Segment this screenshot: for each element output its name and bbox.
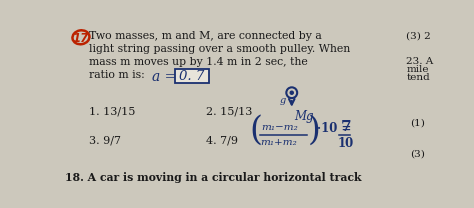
Text: m₁+m₂: m₁+m₂ <box>260 138 297 147</box>
Text: 2. 15/13: 2. 15/13 <box>207 106 253 116</box>
Text: 10: 10 <box>337 137 354 150</box>
Text: 3. 9/7: 3. 9/7 <box>89 135 121 145</box>
Text: ): ) <box>307 115 320 147</box>
Text: Mg: Mg <box>294 110 314 123</box>
Text: 7: 7 <box>341 120 351 134</box>
Text: (3) 2: (3) 2 <box>406 31 431 40</box>
Text: tend: tend <box>406 73 430 82</box>
Text: ·10 =: ·10 = <box>317 123 352 135</box>
Text: (: ( <box>249 115 262 147</box>
Text: mass m moves up by 1.4 m in 2 sec, the: mass m moves up by 1.4 m in 2 sec, the <box>89 57 308 67</box>
Text: (1): (1) <box>410 119 425 128</box>
Text: (3): (3) <box>410 150 425 159</box>
FancyBboxPatch shape <box>175 69 209 83</box>
Text: light string passing over a smooth pulley. When: light string passing over a smooth pulle… <box>89 44 350 54</box>
Text: 4. 7/9: 4. 7/9 <box>207 135 238 145</box>
Text: Two masses, m and M, are connected by a: Two masses, m and M, are connected by a <box>89 31 321 41</box>
Text: 0. 7: 0. 7 <box>179 70 204 83</box>
Text: 23. A: 23. A <box>406 57 434 66</box>
Text: m₁−m₂: m₁−m₂ <box>262 123 298 132</box>
Text: mile: mile <box>406 65 429 74</box>
Text: ratio m is:: ratio m is: <box>89 70 145 80</box>
Text: a =: a = <box>152 70 176 84</box>
Text: g: g <box>279 96 286 105</box>
Circle shape <box>290 91 293 94</box>
Text: 1. 13/15: 1. 13/15 <box>89 106 135 116</box>
Text: 18. A car is moving in a circular horizontal track: 18. A car is moving in a circular horizo… <box>65 172 362 183</box>
Text: 17: 17 <box>73 32 89 45</box>
